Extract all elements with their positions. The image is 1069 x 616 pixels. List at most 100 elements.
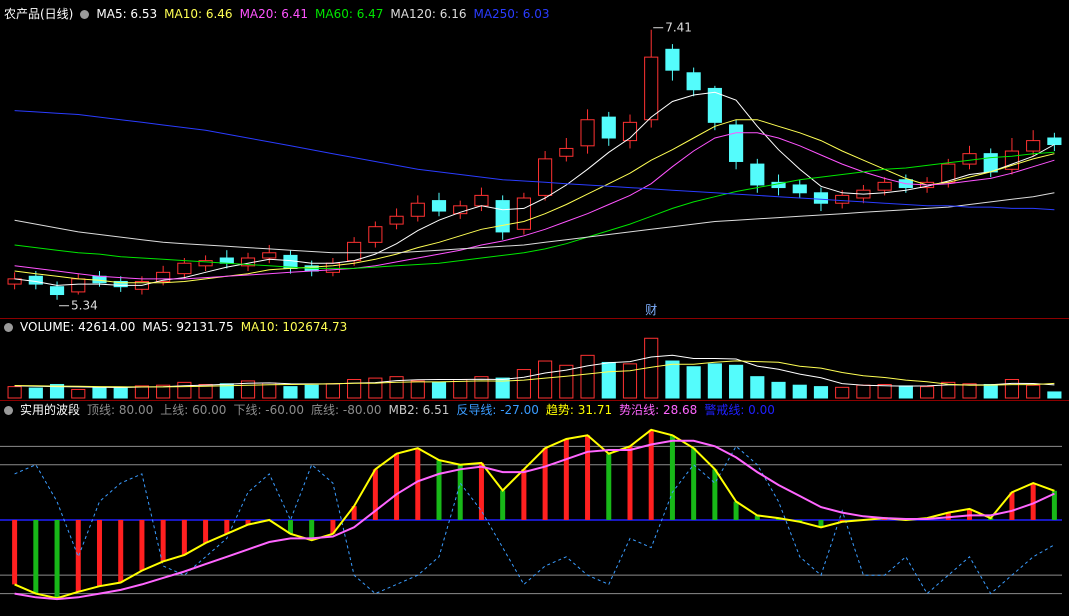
- volume-bar: [92, 386, 107, 399]
- histogram-bar: [372, 469, 378, 520]
- histogram-bar: [139, 519, 145, 571]
- ma-line: [14, 132, 1055, 280]
- volume-bar: [707, 363, 722, 399]
- volume-bar: [1047, 391, 1062, 399]
- histogram-bar: [457, 464, 463, 520]
- histogram-bar: [181, 519, 187, 555]
- legend-entry: MA5: 92131.75: [142, 320, 234, 334]
- volume-bar: [304, 384, 319, 399]
- legend-entry: MA250: 6.03: [473, 7, 550, 21]
- histogram-bar: [627, 446, 633, 520]
- histogram-bar: [606, 453, 612, 520]
- price-label: 7.41: [665, 21, 692, 35]
- candle-body: [983, 153, 998, 173]
- legend-entry: MA60: 6.47: [315, 7, 384, 21]
- histogram-bar: [669, 435, 675, 520]
- indicator-title: 实用的波段: [20, 403, 81, 417]
- histogram-bar: [160, 519, 166, 562]
- candle-body: [707, 87, 722, 123]
- volume-bar: [156, 384, 171, 399]
- histogram-bar: [118, 519, 124, 583]
- chart-title: 农产品(日线): [4, 7, 74, 21]
- histogram-bar: [648, 429, 654, 520]
- legend-entry: VOLUME: 42614.00: [20, 320, 136, 334]
- histogram-bar: [818, 519, 824, 528]
- volume-bar: [559, 364, 574, 399]
- histogram-bar: [521, 469, 527, 520]
- panel-header: 实用的波段 顶线: 80.00 上线: 60.00 下线: -60.00 底线: -80…: [4, 401, 782, 418]
- histogram-bar: [478, 462, 484, 520]
- volume-bar: [665, 360, 680, 399]
- volume-bar: [177, 381, 192, 399]
- volume-bar: [813, 386, 829, 399]
- candle-body: [474, 194, 489, 207]
- volume-bar: [410, 380, 425, 399]
- candle-body: [71, 278, 86, 293]
- volume-bar: [835, 386, 850, 399]
- legend-entry: 警戒线: 0.00: [704, 403, 775, 417]
- legend-entry: 上线: 60.00: [160, 403, 227, 417]
- volume-bar: [431, 381, 447, 399]
- volume-bar: [453, 379, 468, 399]
- legend-entry: MA5: 6.53: [96, 7, 158, 21]
- candle-body: [325, 262, 340, 273]
- candle-body: [453, 205, 468, 215]
- legend-entry: MA20: 6.41: [239, 7, 308, 21]
- volume-bar: [898, 385, 913, 399]
- histogram-bar: [203, 519, 209, 543]
- histogram-bar: [542, 448, 548, 520]
- volume-bar: [325, 383, 340, 399]
- menu-icon: [80, 10, 90, 19]
- candle-body: [729, 124, 744, 162]
- menu-icon: [4, 323, 13, 332]
- volume-bar: [71, 388, 86, 399]
- volume-bar: [941, 381, 956, 399]
- volume-bar: [962, 383, 977, 399]
- ma-line: [14, 91, 1055, 286]
- histogram-bar: [12, 519, 18, 585]
- candle-body: [665, 48, 680, 71]
- indicator-line: [14, 439, 1055, 601]
- histogram-bar: [96, 519, 102, 587]
- legend-entry: MB2: 6.51: [388, 403, 450, 417]
- candle-body: [835, 194, 850, 204]
- volume-bar: [516, 369, 531, 399]
- histogram-bar: [394, 453, 400, 520]
- candle-body: [516, 197, 531, 230]
- candle-body: [198, 260, 213, 267]
- candle-body: [49, 286, 65, 296]
- legend-entry: 底线: -80.00: [311, 403, 382, 417]
- volume-bar: [495, 377, 510, 399]
- candle-body: [686, 72, 701, 91]
- histogram-bar: [1009, 492, 1015, 520]
- histogram-bar: [351, 506, 357, 520]
- candle-body: [156, 271, 171, 282]
- ma-line: [14, 119, 1055, 284]
- volume-bar: [347, 379, 362, 399]
- dashed-line: [14, 445, 1055, 595]
- legend-entry: MA10: 102674.73: [240, 320, 348, 334]
- candle-body: [538, 158, 553, 196]
- legend-entry: 趋势: 31.71: [545, 403, 613, 417]
- volume-bar: [7, 386, 22, 399]
- candle-body: [495, 200, 510, 233]
- volume-bar: [134, 385, 150, 399]
- volume-bar: [1004, 379, 1020, 399]
- candle-body: [580, 119, 595, 147]
- volume-bar: [368, 377, 383, 399]
- volume-bar: [877, 383, 892, 399]
- histogram-bar: [563, 438, 569, 520]
- candle-body: [177, 262, 192, 275]
- legend-entry: 顶线: 80.00: [87, 403, 154, 417]
- candle-body: [262, 252, 277, 259]
- volume-bar: [771, 381, 786, 399]
- candle-body: [347, 241, 362, 262]
- candle-body: [1026, 140, 1041, 152]
- volume-bar: [283, 386, 298, 399]
- histogram-bar: [1051, 490, 1057, 520]
- candle-body: [962, 153, 977, 165]
- histogram-bar: [75, 519, 81, 592]
- volume-bar: [580, 354, 595, 399]
